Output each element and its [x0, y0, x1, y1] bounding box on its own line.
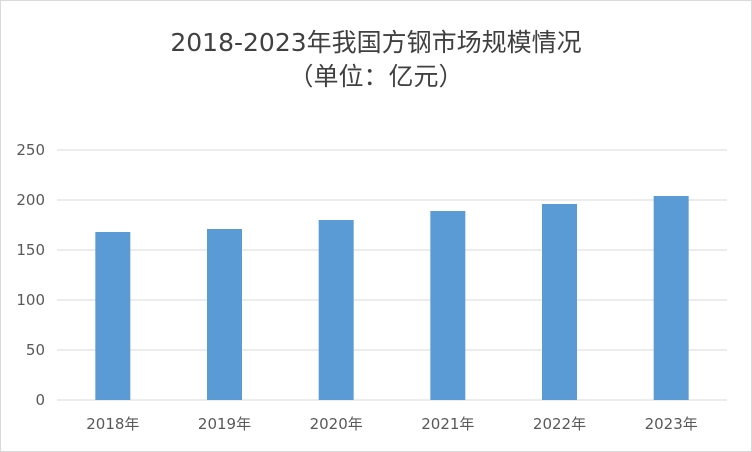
x-tick-label: 2019年	[198, 415, 251, 433]
bar	[318, 220, 354, 400]
y-tick-label: 0	[35, 391, 45, 409]
x-tick-label: 2018年	[86, 415, 139, 433]
y-tick-label: 150	[16, 241, 45, 259]
y-tick-label: 100	[16, 291, 45, 309]
bar	[95, 232, 131, 400]
x-tick-label: 2022年	[533, 415, 586, 433]
bars	[95, 196, 689, 400]
y-tick-label: 250	[16, 141, 45, 159]
chart-subtitle: （单位：亿元）	[288, 62, 464, 91]
bar	[207, 229, 242, 400]
bar	[653, 196, 689, 400]
bar	[430, 211, 466, 400]
chart-title: 2018-2023年我国方钢市场规模情况	[170, 28, 582, 57]
x-axis-ticks: 2018年 2019年 2020年 2021年 2022年 2023年	[86, 415, 698, 433]
y-tick-label: 50	[26, 341, 45, 359]
x-tick-label: 2021年	[421, 415, 474, 433]
y-tick-label: 200	[16, 191, 45, 209]
bar	[542, 204, 577, 400]
gridlines	[57, 149, 727, 401]
y-axis-ticks: 0 50 100 150 200 250	[16, 141, 45, 409]
x-tick-label: 2023年	[645, 415, 698, 433]
x-tick-label: 2020年	[310, 415, 363, 433]
